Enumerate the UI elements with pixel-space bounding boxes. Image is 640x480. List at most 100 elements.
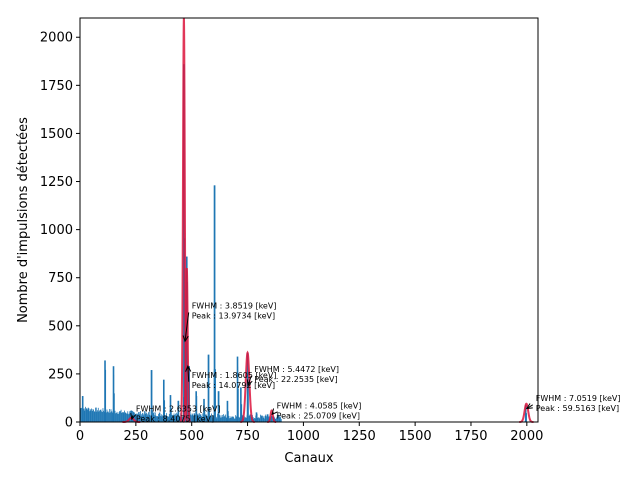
histogram-bar [212,417,214,422]
histogram-bar [164,415,166,422]
y-tick-label: 250 [48,367,73,382]
histogram-bar [235,416,237,422]
histogram-bar [192,414,194,422]
histogram-bar [158,413,159,422]
histogram-bar [193,413,195,422]
annotation-fwhm-text: FWHM : 4.0585 [keV] [277,402,362,411]
x-tick-label: 1250 [343,429,376,444]
histogram-bar [138,412,139,422]
histogram-peak-bar [246,352,249,422]
histogram-bar [221,414,223,422]
y-tick-label: 750 [48,271,73,286]
histogram-bar [146,413,147,422]
histogram-bar [262,417,264,422]
histogram-bar [111,412,113,422]
histogram-bar [172,417,174,422]
histogram-bar [122,412,123,422]
histogram-bar [231,417,233,422]
histogram-bar [241,404,243,422]
histogram-bar [106,409,108,422]
histogram-bar [99,410,101,422]
histogram-bar [126,413,127,422]
histogram-bar [233,418,235,422]
histogram-bar [141,413,143,422]
histogram-bar [223,415,225,422]
histogram-bar [148,411,150,422]
histogram-bar [231,416,233,422]
histogram-bar [134,412,135,422]
histogram-bar [144,413,146,422]
histogram-bar [101,411,103,422]
histogram-peak-bar [203,398,205,422]
histogram-bar [117,413,119,422]
histogram-bar [83,408,85,422]
y-tick-label: 0 [65,416,73,431]
histogram-bar [204,410,206,422]
histogram-bar [80,408,82,422]
histogram-bar [173,413,175,422]
histogram-bar [526,413,527,422]
histogram-bar [128,413,130,422]
histogram-bar [280,418,282,422]
histogram-bar [95,407,97,422]
histogram-bar [248,415,250,422]
plot-frame [79,17,539,423]
histogram-bar [190,414,192,422]
histogram-bar [119,410,121,422]
histogram-bar [110,409,112,422]
annotation-arrow-head [271,408,278,416]
histogram-bar [171,414,173,422]
histogram-peak-bar [266,414,269,422]
histogram-bar [107,411,109,422]
histogram-bar [277,415,279,422]
histogram-bar [93,409,94,422]
histogram-bar [202,413,204,422]
histogram-bar [136,414,138,422]
y-axis-label: Nombre d'impulsions détectées [16,117,31,323]
histogram-bar [117,413,119,422]
annotation-fwhm-text: FWHM : 1.8605 [keV] [192,371,277,380]
annotation-fwhm-text: FWHM : 5.4472 [keV] [254,365,339,374]
histogram-bar [118,412,120,422]
histogram-bar [260,414,261,422]
histogram-bar [115,413,117,422]
histogram-bar [249,414,251,422]
histogram-bar [165,415,167,422]
histogram-bar [152,413,154,422]
histogram-bar [230,416,232,422]
histogram-bar [239,417,241,422]
histogram-bar [258,417,259,422]
histogram-bar [257,417,259,422]
x-tick-label: 1750 [454,429,487,444]
x-tick-label: 2000 [510,429,543,444]
x-tick-label: 250 [123,429,148,444]
histogram-bar [274,418,276,422]
y-tick-label: 2000 [40,31,73,46]
histogram-bar [91,408,92,422]
histogram-bar [89,411,90,422]
histogram-bar [113,393,115,422]
histogram-peak-bar [207,354,210,422]
histogram-bar [107,411,109,422]
histogram-bar [176,412,178,422]
annotation-arrow-head [525,403,533,410]
histogram-bar [157,416,159,422]
histogram-bar [262,415,263,422]
histogram-bar [120,409,122,422]
histogram-bar [278,414,279,422]
histogram-bar [235,415,237,422]
annotation-peak-text: Peak : 8.4075 [keV] [136,414,214,423]
fit-curve [182,267,191,423]
histogram-bar [154,412,156,422]
histogram-bar [98,411,100,422]
x-tick-label: 0 [76,429,84,444]
histogram-bar [136,413,137,422]
histogram-bar [197,414,198,422]
histogram-bar [260,416,262,422]
histogram-peak-bar [122,414,125,422]
histogram-bar [101,411,103,422]
histogram-bar [265,414,267,422]
histogram-bar [254,418,255,422]
histogram-bar [92,409,94,422]
histogram-bar [209,416,211,422]
